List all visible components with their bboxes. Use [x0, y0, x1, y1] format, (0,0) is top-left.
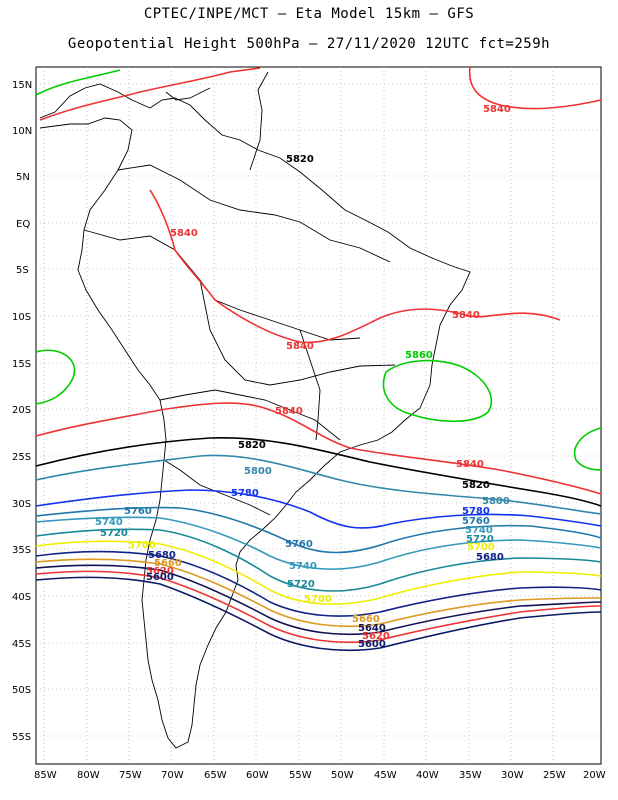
lon-label: 75W — [119, 770, 142, 781]
contour-label: 5820 — [238, 440, 266, 451]
lon-label: 40W — [416, 770, 439, 781]
lat-label: 15S — [12, 359, 31, 370]
contour-label: 5720 — [466, 534, 494, 545]
contour-label: 5700 — [128, 540, 156, 551]
lat-label: 5S — [16, 265, 29, 276]
contour-5740 — [35, 516, 602, 570]
lat-axis: 15N 10N 5N EQ 5S 10S 15S 20S 25S 30S 35S… — [12, 80, 32, 743]
contour-label: 5840 — [452, 310, 480, 321]
contour-label: 5600 — [146, 572, 174, 583]
contour-5760 — [35, 506, 602, 554]
lat-label: 25S — [12, 452, 31, 463]
contour-5800 — [35, 454, 602, 515]
contour-5860-top — [35, 69, 121, 96]
lat-label: 10S — [12, 312, 31, 323]
contour-label: 5620 — [146, 566, 174, 577]
contour-label: 5840 — [456, 459, 484, 470]
lon-label: 60W — [246, 770, 269, 781]
contour-lines — [35, 66, 602, 652]
contour-5620 — [35, 570, 602, 644]
lat-label: 40S — [12, 592, 31, 603]
contour-label: 5700 — [467, 542, 495, 553]
lat-label: 50S — [12, 685, 31, 696]
contour-label: 5740 — [95, 517, 123, 528]
contour-label: 5840 — [170, 228, 198, 239]
contour-label: 5740 — [289, 561, 317, 572]
contour-5660 — [35, 558, 602, 628]
title-line-1: CPTEC/INPE/MCT – Eta Model 15km – GFS — [143, 6, 475, 22]
lat-label: 55S — [12, 732, 31, 743]
contour-5820 — [35, 437, 602, 507]
contour-5840-south — [35, 402, 602, 495]
lat-label: 5N — [16, 172, 30, 183]
lon-label: 70W — [161, 770, 184, 781]
lat-label: 45S — [12, 639, 31, 650]
lat-label: 35S — [12, 545, 31, 556]
contour-label: 5840 — [286, 341, 314, 352]
contour-label: 5720 — [287, 579, 315, 590]
contour-label: 5680 — [148, 550, 176, 561]
lon-label: 65W — [204, 770, 227, 781]
contour-label: 5860 — [405, 350, 433, 361]
contour-5720 — [35, 528, 602, 592]
contour-label: 5680 — [476, 552, 504, 563]
lon-label: 20W — [583, 770, 606, 781]
lon-label: 50W — [331, 770, 354, 781]
contour-5860-center — [382, 359, 493, 423]
contour-label: 5760 — [124, 506, 152, 517]
contour-label: 5640 — [358, 623, 386, 634]
contour-label: 5820 — [286, 154, 314, 165]
contour-label: 5840 — [275, 406, 303, 417]
lon-label: 30W — [501, 770, 524, 781]
contour-5840-mid — [149, 189, 561, 344]
lat-label: 10N — [12, 126, 32, 137]
contour-5700 — [35, 540, 602, 605]
contour-5840-north-right — [468, 66, 602, 110]
lon-label: 80W — [77, 770, 100, 781]
contour-label: 5720 — [100, 528, 128, 539]
contour-label: 5700 — [304, 594, 332, 605]
contour-label: 5820 — [462, 480, 490, 491]
lon-label: 85W — [34, 770, 57, 781]
contour-label: 5600 — [358, 639, 386, 650]
lat-label: EQ — [16, 219, 30, 230]
lat-label: 20S — [12, 405, 31, 416]
contour-5640 — [35, 564, 602, 636]
contour-label: 5760 — [285, 539, 313, 550]
contour-label: 5760 — [462, 516, 490, 527]
title-line-2: Geopotential Height 500hPa – 27/11/2020 … — [67, 36, 551, 52]
contour-label: 5740 — [465, 525, 493, 536]
lon-label: 55W — [289, 770, 312, 781]
contour-5680 — [35, 550, 602, 617]
contour-5860-left — [35, 349, 76, 405]
contour-label: 5780 — [231, 488, 259, 499]
lon-label: 25W — [543, 770, 566, 781]
contour-label: 5840 — [483, 104, 511, 115]
contour-label: 5800 — [482, 496, 510, 507]
contour-label: 5800 — [244, 466, 272, 477]
lon-label: 45W — [374, 770, 397, 781]
contour-5780 — [35, 489, 602, 529]
contour-label: 5620 — [362, 631, 390, 642]
lat-label: 30S — [12, 499, 31, 510]
contour-5600 — [35, 576, 602, 652]
contour-labels: 5840 5820 5840 5840 5840 5860 5840 5820 … — [95, 104, 511, 650]
contour-label: 5660 — [154, 558, 182, 569]
contour-label: 5660 — [352, 614, 380, 625]
lat-label: 15N — [12, 80, 32, 91]
lon-axis: 85W 80W 75W 70W 65W 60W 55W 50W 45W 40W … — [34, 770, 606, 781]
contour-label: 5780 — [462, 506, 490, 517]
contour-5860-right — [573, 427, 602, 471]
lon-label: 35W — [459, 770, 482, 781]
contour-5840-north — [39, 67, 261, 121]
